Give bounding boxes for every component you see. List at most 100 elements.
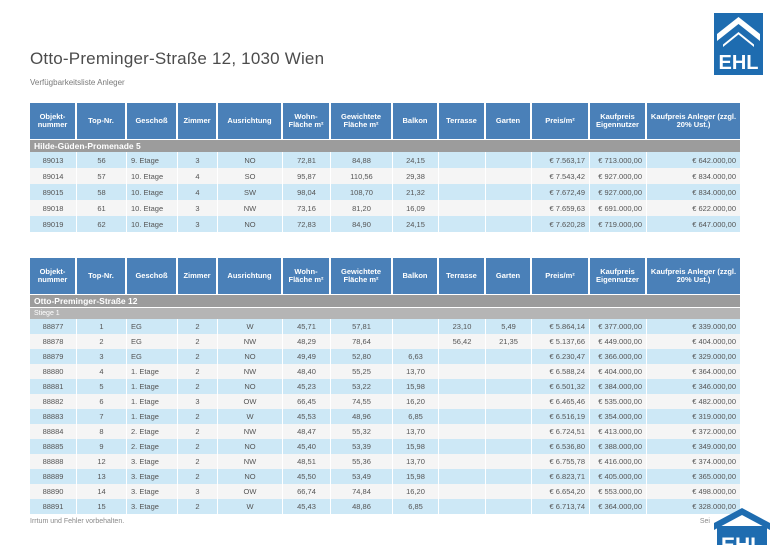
column-header-6: Gewichtete Fläche m² [331,258,393,294]
cell: € 328.000,00 [647,499,740,514]
column-header-7: Balkon [393,258,439,294]
cell: 1. Etage [127,379,178,394]
table-row: 88889 13 3. Etage 2 NO 45,50 53,49 15,98 € 6.823… [30,469,740,484]
cell [486,394,532,409]
logo-roof-icon [717,17,760,41]
table-row: 89013 56 9. Etage 3 NO 72,81 84,88 24,15 € 7.563… [30,152,740,168]
table-row: 88882 6 1. Etage 3 OW 66,45 74,55 16,20 € 6.465,… [30,394,740,409]
section-header: Hilde-Güden-Promenade 5 [30,139,740,152]
cell: 1. Etage [127,409,178,424]
cell [486,349,532,364]
cell: 2 [178,454,218,469]
cell: 3. Etage [127,499,178,514]
cell [393,319,439,334]
cell: 10. Etage [127,184,178,200]
column-header-9: Garten [486,103,532,139]
cell: € 339.000,00 [647,319,740,334]
cell: € 647.000,00 [647,216,740,232]
column-header-1: Top-Nr. [77,103,127,139]
cell: 88878 [30,334,77,349]
cell [486,184,532,200]
cell: 81,20 [331,200,393,216]
cell: € 7.659,63 [532,200,590,216]
cell: 88879 [30,349,77,364]
cell: 61 [77,200,127,216]
cell: 45,50 [283,469,331,484]
cell: NW [218,424,283,439]
cell [439,469,486,484]
cell: 45,40 [283,439,331,454]
cell: 88881 [30,379,77,394]
cell: € 449.000,00 [590,334,647,349]
cell [486,379,532,394]
cell: NW [218,454,283,469]
column-header-11: Kaufpreis Eigennutzer [590,103,647,139]
table-row: 88880 4 1. Etage 2 NW 48,40 55,25 13,70 € 6.588,… [30,364,740,379]
cell: € 834.000,00 [647,168,740,184]
page-subtitle: Verfügbarkeitsliste Anleger [30,78,125,87]
cell: 88882 [30,394,77,409]
cell: € 384.000,00 [590,379,647,394]
cell: 6,85 [393,409,439,424]
cell: 72,81 [283,152,331,168]
cell: 2 [77,334,127,349]
cell: 2. Etage [127,439,178,454]
logo-background [717,526,767,545]
availability-table-otto-preminger: Objekt­nummer Top-Nr. Geschoß Zimmer Ausrich… [30,258,740,514]
cell: € 6.516,19 [532,409,590,424]
cell: 3 [178,484,218,499]
cell: OW [218,394,283,409]
column-header-5: Wohn-Fläche m² [283,103,331,139]
cell: 56,42 [439,334,486,349]
column-header-10: Preis/m² [532,258,590,294]
cell: € 366.000,00 [590,349,647,364]
cell [439,439,486,454]
cell: 29,38 [393,168,439,184]
cell: 2 [178,424,218,439]
cell: 84,90 [331,216,393,232]
cell: 2 [178,319,218,334]
cell: 23,10 [439,319,486,334]
logo-roof-line-icon [723,32,754,47]
cell: € 6.755,78 [532,454,590,469]
cell: 5,49 [486,319,532,334]
cell: 84,88 [331,152,393,168]
column-header-10: Preis/m² [532,103,590,139]
cell: 74,84 [331,484,393,499]
cell: € 691.000,00 [590,200,647,216]
cell: 7 [77,409,127,424]
cell: € 642.000,00 [647,152,740,168]
section-header-label: Hilde-Güden-Promenade 5 [30,139,740,152]
cell: 110,56 [331,168,393,184]
availability-table-hilde-gueden: Objekt­nummer Top-Nr. Geschoß Zimmer Ausrich… [30,103,740,232]
page-number-text: Sei [699,518,710,525]
cell: € 404.000,00 [647,334,740,349]
cell: € 6.588,24 [532,364,590,379]
cell: 57,81 [331,319,393,334]
column-header-row: Objekt­nummer Top-Nr. Geschoß Zimmer Ausrich… [30,103,740,139]
cell: 10. Etage [127,200,178,216]
cell: 58 [77,184,127,200]
cell: NO [218,152,283,168]
cell: 10. Etage [127,216,178,232]
table-row: 88883 7 1. Etage 2 W 45,53 48,96 6,85 € 6.516,19… [30,409,740,424]
cell: € 7.563,17 [532,152,590,168]
cell: 3. Etage [127,469,178,484]
cell: 13,70 [393,424,439,439]
column-header-3: Zimmer [178,258,218,294]
cell: € 388.000,00 [590,439,647,454]
cell: 45,71 [283,319,331,334]
cell: € 346.000,00 [647,379,740,394]
cell: 45,43 [283,499,331,514]
cell [439,454,486,469]
column-header-7: Balkon [393,103,439,139]
cell: € 329.000,00 [647,349,740,364]
cell: € 364.000,00 [590,499,647,514]
table-row: 89019 62 10. Etage 3 NO 72,83 84,90 24,15 € 7.62… [30,216,740,232]
cell: SO [218,168,283,184]
cell: € 6.654,20 [532,484,590,499]
table-row: 88884 8 2. Etage 2 NW 48,47 55,32 13,70 € 6.724,… [30,424,740,439]
cell: € 416.000,00 [590,454,647,469]
cell: € 5.137,66 [532,334,590,349]
cell: 53,39 [331,439,393,454]
